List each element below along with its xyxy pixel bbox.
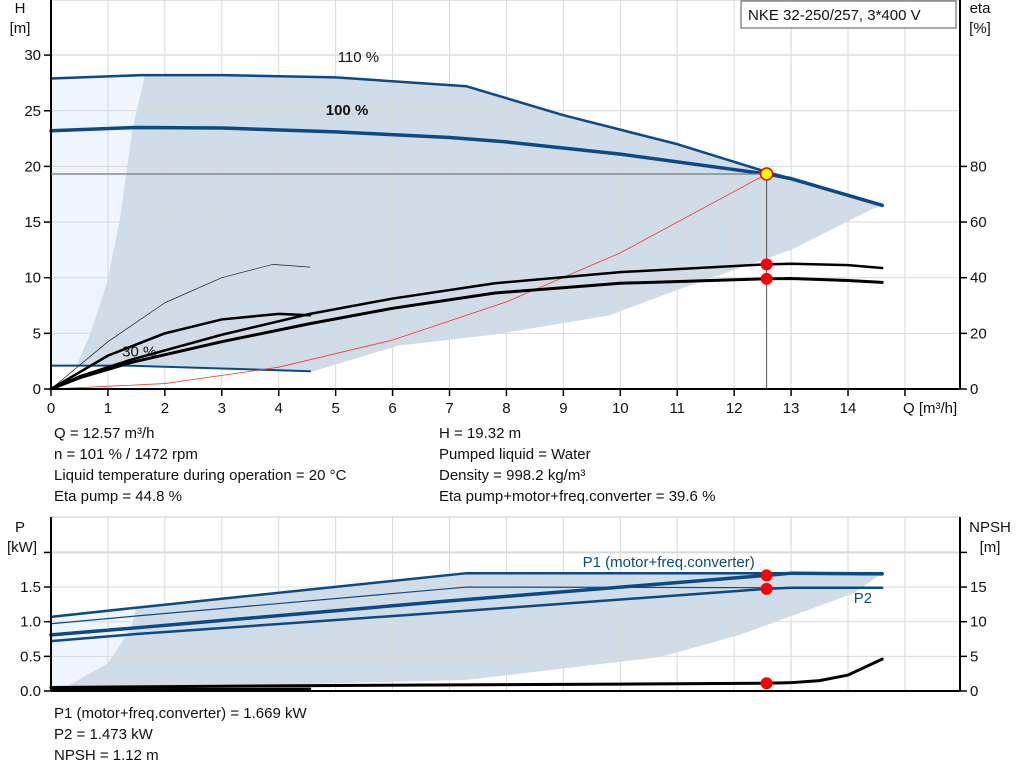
curve-label: 110 %	[338, 49, 379, 66]
series-eta-total	[49, 277, 884, 391]
info-p1: P1 (motor+freq.converter) = 1.669 kW	[54, 705, 307, 722]
y-axis-label-p: P	[15, 519, 25, 536]
curve-label: 30 %	[122, 344, 156, 361]
info-bottom: P1 (motor+freq.converter) = 1.669 kW P2 …	[54, 703, 307, 766]
x-tick-label: 6	[388, 400, 396, 417]
x-tick-label: 0	[47, 400, 55, 417]
curve-label: P1 (motor+freq.converter)	[583, 554, 755, 571]
x-tick-label: 1	[104, 400, 112, 417]
y2-tick-label: 80	[970, 158, 987, 175]
info-flow: Q = 12.57 m³/h	[54, 425, 155, 442]
eta-total-marker	[760, 272, 773, 285]
info-head: H = 19.32 m	[439, 425, 522, 442]
info-liquid: Pumped liquid = Water	[439, 446, 591, 463]
y2-tick-label: 0	[970, 381, 978, 398]
y2-axis-label-eta: eta	[970, 0, 992, 17]
info-speed: n = 101 % / 1472 rpm	[54, 446, 198, 463]
operating-point-marker	[759, 167, 774, 181]
series-eta-low-speed	[49, 312, 312, 391]
series-eta-pump	[49, 262, 884, 391]
series-eta-low-speed-thin	[50, 263, 311, 390]
curve-label: 100 %	[326, 102, 369, 119]
y2-tick-label: 0	[970, 683, 978, 700]
y-axis-label-h: H	[15, 0, 26, 17]
y2-tick-label: 40	[970, 270, 987, 287]
operating-range-area	[76, 75, 883, 373]
y-tick-label: 1.0	[20, 614, 41, 631]
info-density: Density = 998.2 kg/m³	[439, 467, 586, 484]
y-axis-unit-h: [m]	[10, 20, 31, 37]
series-h-100	[49, 125, 884, 208]
x-tick-label: 8	[502, 400, 510, 417]
npsh-marker	[760, 677, 773, 690]
y2-tick-label: 5	[970, 648, 978, 665]
y-axis-unit-p: [kW]	[7, 539, 37, 556]
p2-marker	[760, 582, 773, 595]
x-tick-label: 14	[840, 400, 857, 417]
info-eta-total: Eta pump+motor+freq.converter = 39.6 %	[439, 488, 716, 505]
x-tick-label: 5	[331, 400, 339, 417]
y-tick-label: 0	[33, 381, 41, 398]
x-tick-label: 3	[218, 400, 226, 417]
y-tick-label: 5	[33, 325, 41, 342]
y-tick-label: 30	[24, 47, 41, 64]
info-top-right: H = 19.32 m Pumped liquid = Water Densit…	[439, 423, 715, 507]
legend-box-text: NKE 32-250/257, 3*400 V	[748, 7, 921, 24]
series-npsh-low-speed	[49, 687, 312, 691]
x-tick-label: 11	[669, 400, 685, 417]
x-tick-label: 10	[612, 400, 629, 417]
info-npsh: NPSH = 1.12 m	[54, 747, 159, 764]
series-system-curve	[50, 173, 768, 390]
y2-tick-label: 15	[970, 579, 987, 596]
series-p1-100	[49, 571, 884, 637]
y-tick-label: 25	[24, 103, 41, 120]
x-tick-label: 4	[275, 400, 283, 417]
y2-tick-label: 10	[970, 614, 987, 631]
extended-range-area	[51, 75, 145, 366]
x-tick-label: 9	[559, 400, 567, 417]
y2-axis-label-npsh: NPSH	[969, 519, 1011, 536]
info-p2: P2 = 1.473 kW	[54, 726, 153, 743]
x-tick-label: 7	[445, 400, 453, 417]
y-tick-label: 10	[24, 270, 41, 287]
y2-axis-unit-npsh: [m]	[980, 539, 1001, 556]
y-tick-label: 0.5	[20, 648, 41, 665]
p1-marker	[760, 569, 773, 582]
series-p1-110	[49, 571, 884, 619]
y2-tick-label: 60	[970, 214, 987, 231]
eta-pump-marker	[760, 258, 773, 271]
y2-tick-label: 20	[970, 325, 987, 342]
curve-label: P2	[854, 590, 872, 607]
power-chart: 0.0 0.5 1.0 1.5 0 5 10 15 P1 (motor+freq.convert…	[20, 516, 987, 700]
y-tick-label: 0.0	[20, 683, 41, 700]
x-tick-label: 12	[726, 400, 743, 417]
info-eta-pump: Eta pump = 44.8 %	[54, 488, 182, 505]
legend-box	[740, 0, 957, 29]
x-tick-label: 13	[783, 400, 800, 417]
y2-axis-unit-eta: [%]	[969, 20, 991, 37]
x-tick-label: 2	[161, 400, 169, 417]
y-tick-label: 1.5	[20, 579, 41, 596]
info-top-left: Q = 12.57 m³/h n = 101 % / 1472 rpm Liqu…	[54, 423, 346, 507]
info-temperature: Liquid temperature during operation = 20…	[54, 467, 347, 484]
x-axis-label-q: Q [m³/h]	[903, 400, 957, 417]
y-tick-label: 20	[24, 158, 41, 175]
y-tick-label: 15	[24, 214, 41, 231]
series-p2-100	[49, 586, 884, 643]
